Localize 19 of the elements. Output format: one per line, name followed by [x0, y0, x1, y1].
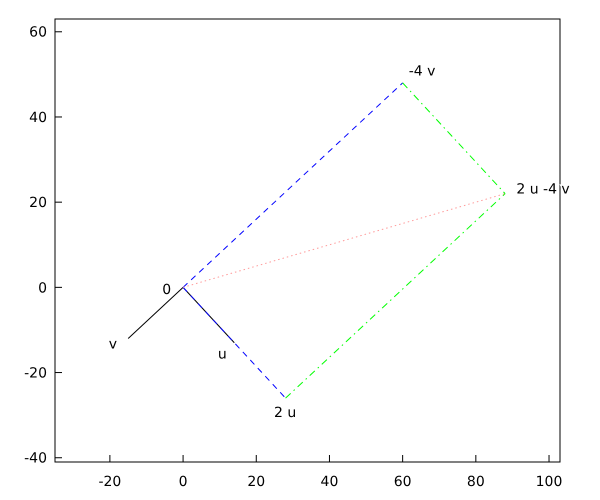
x-tick-label: 60 [394, 474, 412, 490]
annotation: -4 v [408, 64, 436, 80]
y-tick-label: -20 [24, 365, 47, 382]
y-tick-label: -40 [24, 450, 47, 467]
y-tick-label: 0 [38, 280, 47, 296]
annotation: u [218, 346, 227, 363]
x-tick-label: 100 [536, 474, 562, 490]
annotation: v [108, 336, 118, 353]
y-tick-label: 60 [29, 24, 47, 41]
y-tick-label: 40 [29, 110, 47, 126]
y-tick-label: 20 [29, 195, 47, 212]
x-tick-label: 0 [178, 474, 188, 490]
x-tick-label: 40 [320, 474, 338, 490]
x-tick-label: 80 [466, 474, 485, 490]
annotation: 2 u [274, 404, 296, 421]
annotation: 0 [162, 282, 172, 298]
annotation: 2 u -4 v [516, 182, 570, 198]
x-tick-label: 20 [247, 474, 266, 490]
x-tick-label: -20 [98, 474, 122, 490]
